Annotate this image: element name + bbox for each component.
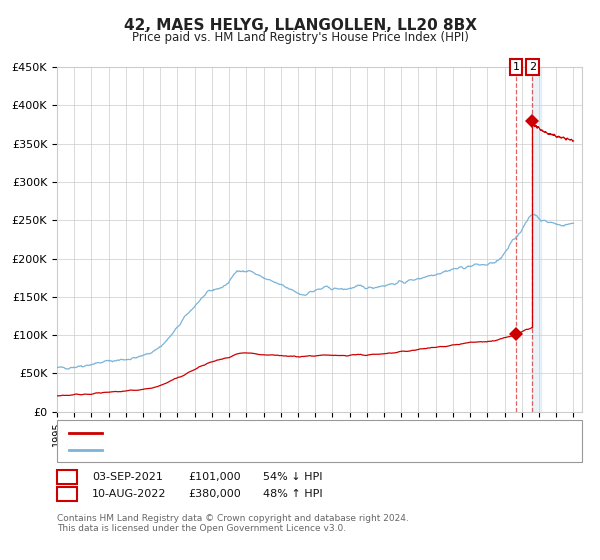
Text: 10-AUG-2022: 10-AUG-2022 bbox=[92, 489, 166, 499]
Text: 2: 2 bbox=[64, 489, 70, 499]
Text: 48% ↑ HPI: 48% ↑ HPI bbox=[263, 489, 322, 499]
Text: 42, MAES HELYG, LLANGOLLEN, LL20 8BX (detached house): 42, MAES HELYG, LLANGOLLEN, LL20 8BX (de… bbox=[108, 428, 436, 437]
Text: 2: 2 bbox=[529, 62, 536, 72]
Text: £380,000: £380,000 bbox=[188, 489, 241, 499]
Text: 42, MAES HELYG, LLANGOLLEN, LL20 8BX: 42, MAES HELYG, LLANGOLLEN, LL20 8BX bbox=[124, 18, 476, 33]
Text: 1: 1 bbox=[512, 62, 520, 72]
Text: HPI: Average price, detached house, Denbighshire: HPI: Average price, detached house, Denb… bbox=[108, 445, 383, 455]
Text: 1: 1 bbox=[64, 472, 70, 482]
Text: 03-SEP-2021: 03-SEP-2021 bbox=[92, 472, 163, 482]
Text: Contains HM Land Registry data © Crown copyright and database right 2024.
This d: Contains HM Land Registry data © Crown c… bbox=[57, 514, 409, 534]
Text: 54% ↓ HPI: 54% ↓ HPI bbox=[263, 472, 322, 482]
Bar bbox=[532, 67, 541, 412]
Text: £101,000: £101,000 bbox=[188, 472, 241, 482]
Text: Price paid vs. HM Land Registry's House Price Index (HPI): Price paid vs. HM Land Registry's House … bbox=[131, 31, 469, 44]
